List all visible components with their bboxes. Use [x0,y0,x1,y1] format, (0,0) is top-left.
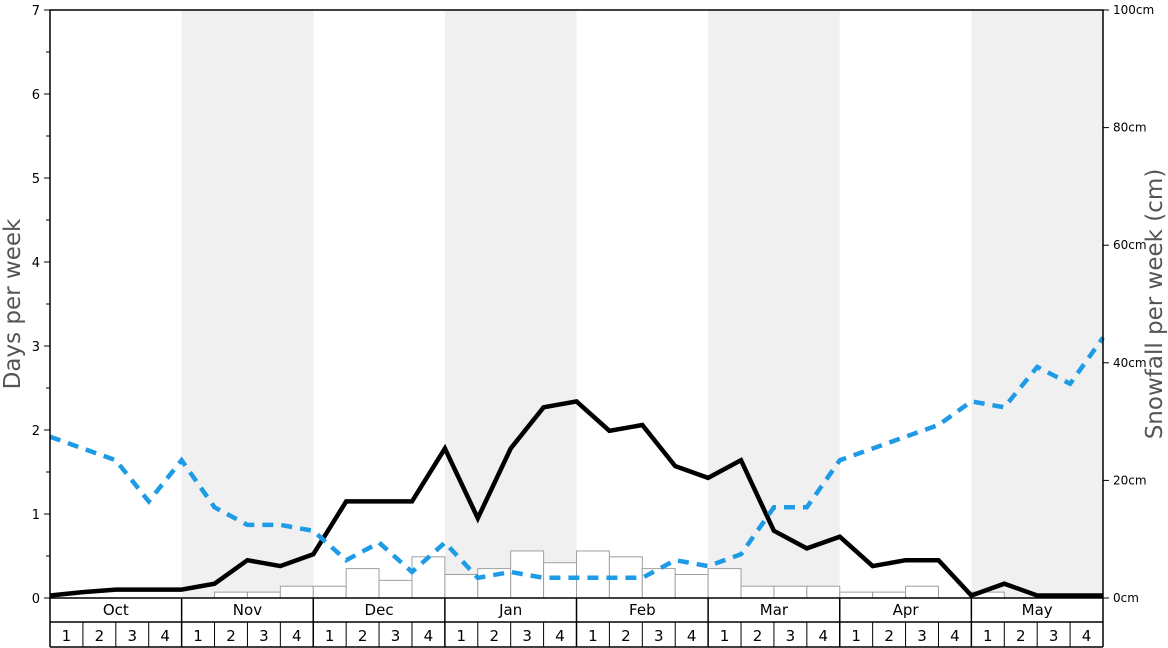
month-shade-jan [444,10,577,598]
month-label-oct: Oct [103,601,129,619]
week-label: 1 [457,627,467,645]
week-label: 2 [1016,627,1026,645]
week-label: 1 [983,627,993,645]
month-label-may: May [1022,601,1053,619]
week-label: 4 [555,627,565,645]
week-label: 1 [720,627,730,645]
snowfall-bar [740,585,775,599]
month-label-apr: Apr [893,601,920,619]
snowfall-bar [279,585,314,599]
week-label: 2 [884,627,894,645]
left-tick-label: 0 [32,592,40,607]
left-axis-title: Days per week [0,218,26,389]
snowfall-bar [345,568,380,599]
right-tick-label: 100cm [1113,3,1154,17]
snowfall-bar [773,585,808,599]
week-label: 3 [1049,627,1059,645]
right-axis-title: Snowfall per week (cm) [1142,169,1168,440]
snowfall-bar [707,568,742,599]
week-label: 2 [621,627,631,645]
month-shade-nov [181,10,314,598]
week-label: 3 [654,627,664,645]
month-shading [181,10,1103,598]
snowfall-bar [576,550,610,599]
series-lines [49,336,1105,599]
right-tick-label: 80cm [1113,121,1147,135]
snowfall-bar [872,591,907,599]
left-tick-label: 5 [32,172,40,187]
left-tick-label: 2 [32,424,40,439]
snowfall-bar [444,573,479,599]
week-label: 2 [226,627,236,645]
right-tick-label: 20cm [1113,473,1147,487]
week-label: 4 [292,627,302,645]
week-label: 4 [1082,627,1092,645]
week-label: 3 [917,627,927,645]
week-label: 3 [391,627,401,645]
snowfall-bar [378,579,413,599]
month-shade-may [971,10,1103,598]
week-label: 4 [424,627,434,645]
snowfall-bars [214,550,1005,599]
week-label: 1 [325,627,335,645]
snowfall-bar [674,573,709,599]
solid-series-line [49,398,1103,599]
week-label: 4 [819,627,829,645]
left-tick-label: 3 [32,340,40,355]
month-label-nov: Nov [233,601,262,619]
left-tick-label: 6 [32,88,40,103]
left-tick-label: 1 [32,508,40,523]
snowfall-bar [312,585,347,599]
week-label: 4 [687,627,697,645]
snowfall-bar [411,556,446,599]
month-label-feb: Feb [629,601,656,619]
snowfall-bar [543,562,577,599]
left-tick-label: 4 [32,256,40,271]
month-label-mar: Mar [760,601,789,619]
week-label: 1 [588,627,598,645]
week-label: 1 [62,627,72,645]
month-shade-mar [708,10,840,598]
week-label: 4 [160,627,170,645]
right-tick-label: 0cm [1113,591,1139,605]
right-tick-label: 40cm [1113,356,1147,370]
snowfall-bar [839,591,874,599]
week-label: 2 [753,627,763,645]
week-label: 2 [95,627,105,645]
dashed-series-line [49,336,1105,581]
week-label: 3 [259,627,269,645]
right-axis: 0cm 20cm 40cm 60cm 80cm 100cm [1103,3,1154,605]
week-label: 1 [193,627,203,645]
snowfall-bar [214,591,248,599]
week-label: 3 [127,627,137,645]
snowfall-bar [806,585,841,599]
left-axis: 0 1 2 3 4 5 6 7 [32,4,50,607]
month-label-jan: Jan [498,601,522,619]
week-label: 1 [851,627,861,645]
snowfall-bar [905,585,939,599]
month-label-dec: Dec [365,601,394,619]
week-label: 4 [950,627,960,645]
week-label: 3 [786,627,796,645]
week-label: 3 [522,627,532,645]
right-tick-label: 60cm [1113,238,1147,252]
week-label: 2 [489,627,499,645]
month-week-table: Oct 1 2 3 4 Nov 1 2 3 4 Dec 1 2 3 4 Jan 1 2 3 4 Feb 1 2 3 4 Mar 1 2… [49,598,1104,648]
week-label: 2 [358,627,368,645]
left-tick-label: 7 [32,4,40,19]
snowfall-bar [246,591,281,599]
